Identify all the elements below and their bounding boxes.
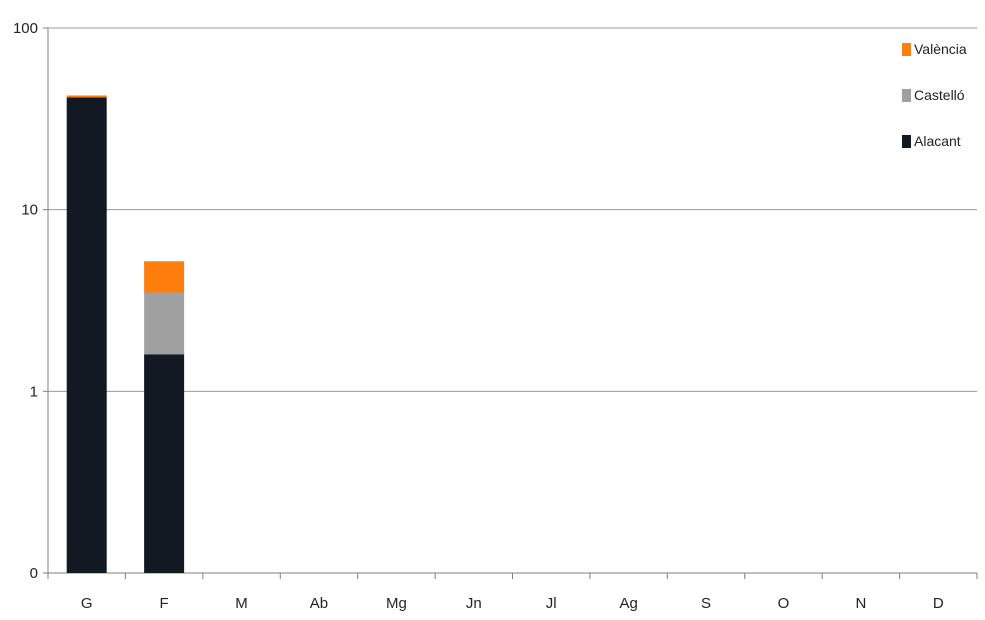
x-tick-label: G [81, 595, 93, 612]
x-tick-label: Ab [310, 595, 328, 612]
legend-swatch [902, 135, 911, 148]
legend-label: Alacant [914, 133, 961, 149]
x-tick-label: F [160, 595, 169, 612]
y-tick-label: 0 [30, 565, 38, 582]
bar-alacant-g [66, 97, 107, 573]
x-tick-label: N [855, 595, 866, 612]
bar-valencia-f [144, 261, 185, 293]
x-tick-label: O [778, 595, 790, 612]
legend-label: Castelló [914, 87, 965, 103]
x-tick-label: Jn [466, 595, 482, 612]
x-tick-label: M [235, 595, 248, 612]
y-tick-label: 10 [21, 202, 38, 219]
legend-swatch [902, 89, 911, 102]
x-tick-label: D [933, 595, 944, 612]
y-tick-label: 100 [13, 20, 38, 37]
legend-label: València [914, 41, 967, 57]
x-tick-label: S [701, 595, 711, 612]
bar-alacant-f [144, 354, 185, 573]
x-tick-label: Mg [386, 595, 407, 612]
bar-valencia-g [66, 95, 107, 98]
x-tick-label: Ag [619, 595, 637, 612]
x-tick-label: Jl [546, 595, 557, 612]
bar-castello-f [144, 292, 185, 355]
y-tick-label: 1 [30, 383, 38, 400]
legend-swatch [902, 43, 911, 56]
